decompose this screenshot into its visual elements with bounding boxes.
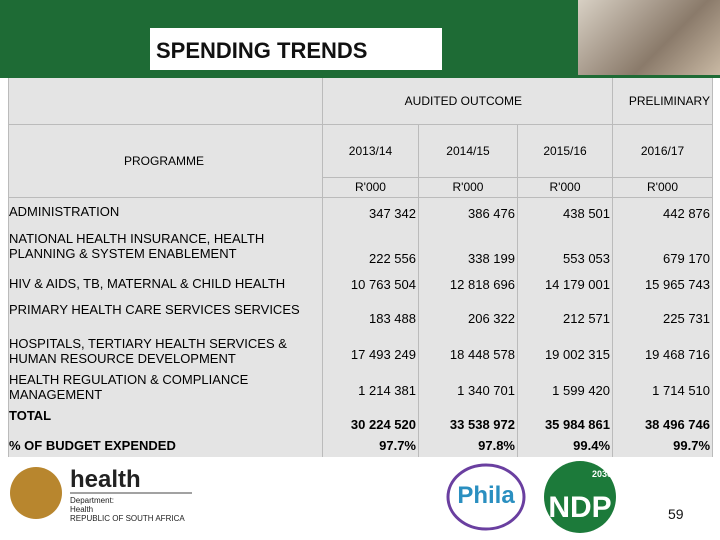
amount: 30 224 520 <box>322 402 419 436</box>
amount: 1 599 420 <box>516 366 614 402</box>
programme-name: HOSPITALS, TERTIARY HEALTH SERVICES & HU… <box>8 330 323 366</box>
title-box <box>150 28 442 70</box>
ndp-logo <box>544 461 616 533</box>
amount: 1 714 510 <box>612 366 714 402</box>
amount: 438 501 <box>516 197 614 225</box>
amount: 206 322 <box>418 296 518 330</box>
unit-header: R'000 <box>322 177 419 198</box>
amount: 347 342 <box>322 197 419 225</box>
table-row: PROGRAMME 2013/14 2014/15 2015/16 2016/17 <box>8 124 714 198</box>
table-row: HIV & AIDS, TB, MATERNAL & CHILD HEALTH 1… <box>8 270 714 296</box>
programme-name: ADMINISTRATION <box>8 197 323 225</box>
year-header: 2015/16 <box>516 124 614 178</box>
amount: 97.8% <box>418 436 518 457</box>
department-name: Health <box>70 505 93 514</box>
amount: 386 476 <box>418 197 518 225</box>
table-row: % OF BUDGET EXPENDED 97.7% 97.8% 99.4% 99.7% <box>8 436 714 457</box>
table-row: PRIMARY HEALTH CARE SERVICES SERVICES 183… <box>8 296 714 330</box>
amount: 1 340 701 <box>418 366 518 402</box>
phila-logo <box>446 463 526 531</box>
amount: 553 053 <box>516 225 614 270</box>
programme-name: HEALTH REGULATION & COMPLIANCE MANAGEMEN… <box>8 366 323 402</box>
amount: 99.4% <box>516 436 614 457</box>
programme-name: HIV & AIDS, TB, MATERNAL & CHILD HEALTH <box>8 270 323 296</box>
year-header: 2013/14 <box>322 124 419 178</box>
unit-header: R'000 <box>516 177 614 198</box>
header-photo <box>578 0 720 75</box>
group-header: AUDITED OUTCOME <box>321 78 614 125</box>
amount: 99.7% <box>612 436 714 457</box>
amount: 38 496 746 <box>612 402 714 436</box>
programme-name: % OF BUDGET EXPENDED <box>8 436 323 457</box>
coat-of-arms <box>10 467 62 519</box>
table-row: AUDITED OUTCOME PRELIMINARY <box>8 78 714 125</box>
table-row: ADMINISTRATION 347 342 386 476 438 501 442 8… <box>8 197 714 225</box>
header-cell <box>8 78 323 125</box>
ndp-year: 2030 <box>592 469 612 479</box>
programme-name: PRIMARY HEALTH CARE SERVICES SERVICES <box>8 296 323 330</box>
amount: 19 468 716 <box>612 330 714 366</box>
table-row: R'000 R'000 R'000 R'000 <box>9 177 714 198</box>
department: Department: <box>70 496 114 505</box>
amount: 15 965 743 <box>612 270 714 296</box>
amount: 225 731 <box>612 296 714 330</box>
health-logo: health <box>70 466 141 493</box>
unit-header: R'000 <box>418 177 518 198</box>
table-row: TOTAL 30 224 520 33 538 972 35 984 861 38 49… <box>8 402 714 436</box>
amount: 212 571 <box>516 296 614 330</box>
amount: 14 179 001 <box>516 270 614 296</box>
unit-header: R'000 <box>612 177 714 198</box>
amount: 222 556 <box>322 225 419 270</box>
year-header: 2014/15 <box>418 124 518 178</box>
amount: 1 214 381 <box>322 366 419 402</box>
programme-header: PROGRAMME <box>8 124 323 198</box>
amount: 12 818 696 <box>418 270 518 296</box>
amount: 18 448 578 <box>418 330 518 366</box>
table-row: NATIONAL HEALTH INSURANCE, HEALTH PLANNI… <box>8 225 714 270</box>
country: REPUBLIC OF SOUTH AFRICA <box>70 514 185 523</box>
group-header: PRELIMINARY <box>612 78 714 125</box>
amount: 183 488 <box>322 296 419 330</box>
table-row: HOSPITALS, TERTIARY HEALTH SERVICES & HU… <box>8 330 714 366</box>
spending-table: AUDITED OUTCOME PRELIMINARY PROGRAMME 2013/… <box>8 78 714 457</box>
programme-name: TOTAL <box>8 402 323 436</box>
amount: 338 199 <box>418 225 518 270</box>
ndp-text: NDP <box>548 491 611 524</box>
amount: 97.7% <box>322 436 419 457</box>
amount: 35 984 861 <box>516 402 614 436</box>
amount: 679 170 <box>612 225 714 270</box>
table-row: HEALTH REGULATION & COMPLIANCE MANAGEMEN… <box>8 366 714 402</box>
amount: 10 763 504 <box>322 270 419 296</box>
amount: 19 002 315 <box>516 330 614 366</box>
year-header: 2016/17 <box>612 124 714 178</box>
footer: health Department: Health REPUBLIC OF SO… <box>10 461 684 533</box>
amount: 33 538 972 <box>418 402 518 436</box>
programme-name: NATIONAL HEALTH INSURANCE, HEALTH PLANNI… <box>8 225 323 270</box>
amount: 442 876 <box>612 197 714 225</box>
phila-text: Phila <box>457 482 515 509</box>
amount: 17 493 249 <box>322 330 419 366</box>
page-number: 59 <box>668 506 684 522</box>
title: SPENDING TRENDS <box>156 38 368 63</box>
